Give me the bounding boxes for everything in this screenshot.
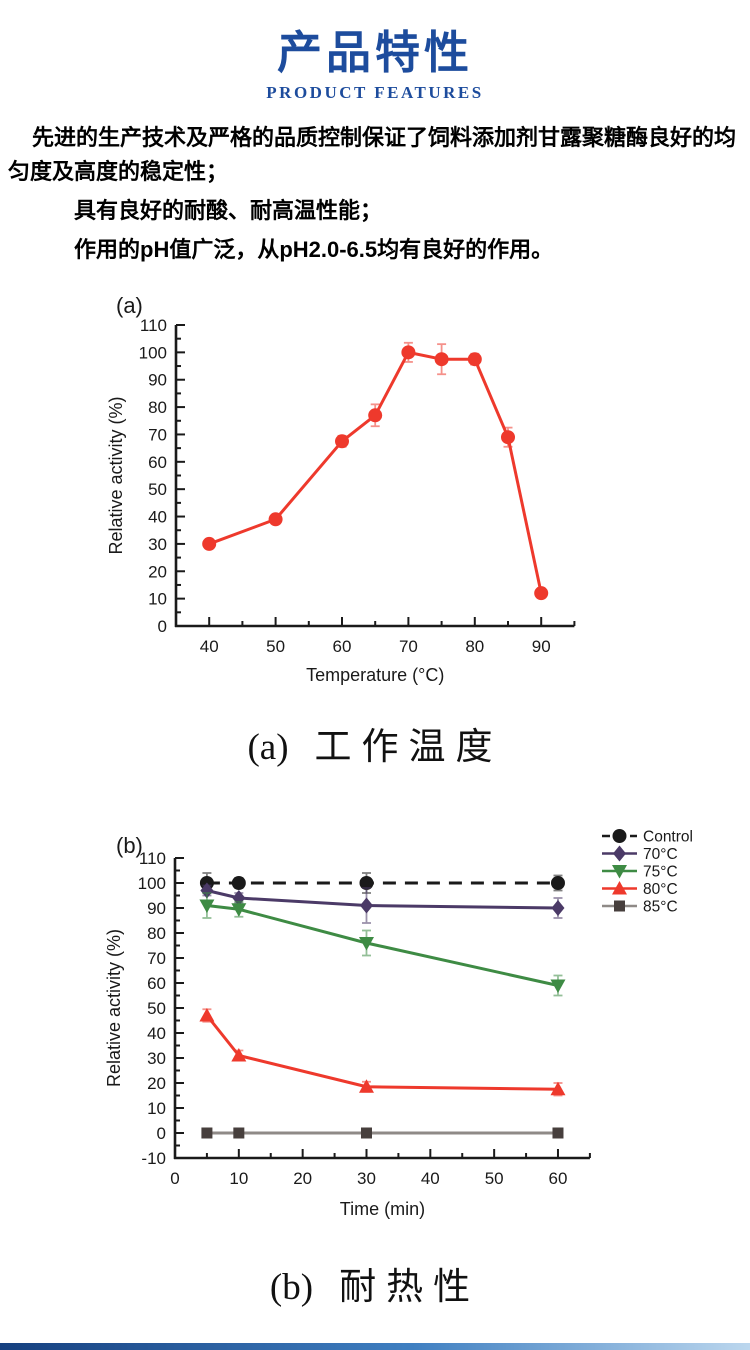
series-Control xyxy=(199,872,565,894)
svg-text:10: 10 xyxy=(147,1099,166,1118)
temperature-activity-chart: 0 10 20 30 40 50 60 70 80 90 100 110 40 50 60 70 80 90 Tem… xyxy=(106,293,576,685)
series-line xyxy=(206,904,559,987)
svg-text:50: 50 xyxy=(147,999,166,1018)
ticks xyxy=(175,323,576,627)
svg-text:60: 60 xyxy=(333,637,352,656)
svg-text:Control: Control xyxy=(643,829,693,846)
series-line xyxy=(206,889,558,910)
svg-text:20: 20 xyxy=(148,562,167,581)
svg-text:Relative activity (%): Relative activity (%) xyxy=(104,929,124,1087)
series-markers xyxy=(199,876,565,890)
svg-text:0: 0 xyxy=(158,617,167,636)
intro-paragraph-1: 先进的生产技术及严格的品质控制保证了饲料添加剂甘露聚糖酶良好的均匀度及高度的稳定… xyxy=(8,125,737,184)
svg-text:70: 70 xyxy=(148,425,167,444)
svg-text:80°C: 80°C xyxy=(643,881,678,898)
svg-text:0: 0 xyxy=(170,1169,179,1188)
series-70°C xyxy=(200,882,565,924)
header: 产品特性 PRODUCT FEATURES xyxy=(0,16,750,103)
error-bars xyxy=(204,341,546,599)
series-line xyxy=(205,1014,558,1091)
intro-text: 先进的生产技术及严格的品质控制保证了饲料添加剂甘露聚糖酶良好的均匀度及高度的稳定… xyxy=(0,121,750,272)
svg-text:85°C: 85°C xyxy=(643,899,678,916)
svg-text:75°C: 75°C xyxy=(643,864,678,881)
svg-text:40: 40 xyxy=(147,1024,166,1043)
svg-text:110: 110 xyxy=(139,849,166,868)
page-title: 产品特性 xyxy=(276,27,473,78)
svg-text:100: 100 xyxy=(138,874,166,893)
svg-text:60: 60 xyxy=(549,1169,568,1188)
svg-text:40: 40 xyxy=(421,1169,440,1188)
svg-text:20: 20 xyxy=(147,1074,166,1093)
footer-accent-bar xyxy=(0,1343,750,1350)
ticks xyxy=(174,857,591,1159)
series-markers xyxy=(201,1127,564,1139)
svg-text:60: 60 xyxy=(147,974,166,993)
svg-text:40: 40 xyxy=(200,637,219,656)
axes xyxy=(174,324,575,628)
series-markers xyxy=(199,1008,566,1096)
svg-text:70: 70 xyxy=(147,949,166,968)
svg-text:30: 30 xyxy=(147,1049,166,1068)
series-Relative activity xyxy=(202,341,549,601)
svg-text:(b): (b) xyxy=(116,833,143,858)
series-85°C xyxy=(201,1127,564,1139)
chart-b-caption: (b) 耐热性 xyxy=(0,1256,750,1310)
chart-a-caption-label: (a) xyxy=(247,727,289,768)
tick-labels: 0 10 20 30 40 50 60 70 80 90 100 110 40 50 60 70 80 90 Tem… xyxy=(106,293,551,685)
svg-text:10: 10 xyxy=(229,1169,248,1188)
svg-text:Relative activity (%): Relative activity (%) xyxy=(106,396,126,554)
svg-text:80: 80 xyxy=(148,398,167,417)
svg-text:Temperature (°C): Temperature (°C) xyxy=(306,665,444,685)
chart-a-caption-title: 工作温度 xyxy=(314,727,503,768)
svg-text:80: 80 xyxy=(147,924,166,943)
intro-paragraph-2: 具有良好的耐酸、耐高温性能； xyxy=(74,198,383,223)
svg-text:80: 80 xyxy=(465,637,484,656)
chart-a-caption: (a) 工作温度 xyxy=(0,716,750,770)
series-line xyxy=(208,350,543,594)
series-80°C xyxy=(199,1008,566,1097)
svg-text:110: 110 xyxy=(140,316,167,335)
series-75°C xyxy=(199,892,566,997)
svg-text:30: 30 xyxy=(357,1169,376,1188)
svg-text:-10: -10 xyxy=(141,1149,166,1168)
svg-text:90: 90 xyxy=(147,899,166,918)
svg-text:(a): (a) xyxy=(116,293,143,318)
svg-text:30: 30 xyxy=(148,535,167,554)
svg-text:60: 60 xyxy=(148,453,167,472)
svg-text:70°C: 70°C xyxy=(643,846,678,863)
chart-b-caption-label: (b) xyxy=(269,1267,314,1308)
series-markers xyxy=(202,345,549,601)
svg-text:0: 0 xyxy=(157,1124,166,1143)
page-subtitle: PRODUCT FEATURES xyxy=(266,83,484,102)
svg-text:90: 90 xyxy=(148,371,167,390)
svg-text:Time (min): Time (min) xyxy=(340,1199,425,1219)
svg-text:10: 10 xyxy=(148,590,167,609)
intro-paragraph-3: 作用的pH值广泛，从pH2.0-6.5均有良好的作用。 xyxy=(74,237,554,262)
chart-b-caption-title: 耐热性 xyxy=(339,1267,481,1308)
svg-text:50: 50 xyxy=(485,1169,504,1188)
svg-text:90: 90 xyxy=(532,637,551,656)
svg-text:40: 40 xyxy=(148,508,167,527)
error-bars xyxy=(202,1008,563,1097)
svg-text:70: 70 xyxy=(399,637,418,656)
series-markers xyxy=(199,899,566,993)
svg-text:50: 50 xyxy=(148,480,167,499)
svg-text:20: 20 xyxy=(293,1169,312,1188)
svg-text:50: 50 xyxy=(266,637,285,656)
svg-text:100: 100 xyxy=(139,343,167,362)
